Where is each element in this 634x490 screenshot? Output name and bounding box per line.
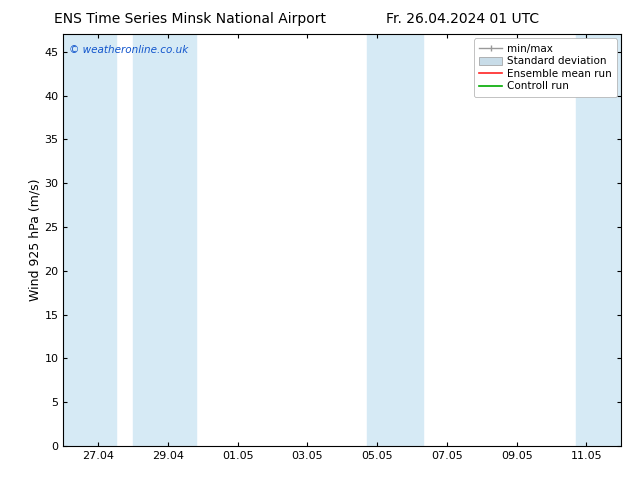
Bar [133,34,196,446]
Text: © weatheronline.co.uk: © weatheronline.co.uk [69,45,188,54]
Bar [576,34,621,446]
Bar [366,34,422,446]
Bar [63,34,115,446]
Text: ENS Time Series Minsk National Airport: ENS Time Series Minsk National Airport [54,12,327,26]
Legend: min/max, Standard deviation, Ensemble mean run, Controll run: min/max, Standard deviation, Ensemble me… [474,39,617,97]
Text: Fr. 26.04.2024 01 UTC: Fr. 26.04.2024 01 UTC [386,12,540,26]
Y-axis label: Wind 925 hPa (m/s): Wind 925 hPa (m/s) [29,179,42,301]
